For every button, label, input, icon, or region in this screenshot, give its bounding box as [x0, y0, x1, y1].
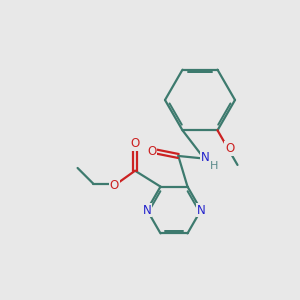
Text: H: H: [210, 160, 218, 171]
Text: O: O: [147, 145, 156, 158]
Text: N: N: [196, 203, 206, 217]
Text: N: N: [201, 151, 210, 164]
Text: O: O: [110, 179, 119, 192]
Text: O: O: [225, 142, 234, 155]
Text: O: O: [130, 137, 140, 150]
Text: N: N: [142, 203, 152, 217]
